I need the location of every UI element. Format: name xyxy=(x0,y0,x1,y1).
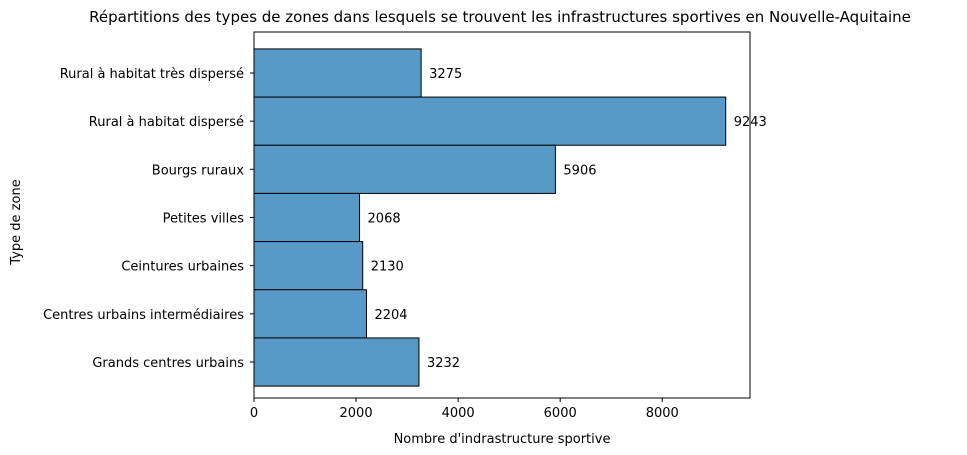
data-label-4: 2130 xyxy=(371,260,404,275)
y-tick-label-2: Bourgs ruraux xyxy=(152,163,245,178)
data-label-5: 2204 xyxy=(374,308,407,323)
bar-4 xyxy=(253,241,364,291)
y-tick-label-4: Ceintures urbaines xyxy=(121,260,244,275)
x-axis-ticks: 0 2000 4000 6000 8000 xyxy=(250,398,679,421)
y-tick-label-0: Rural à habitat très dispersé xyxy=(60,67,244,82)
bar-2 xyxy=(253,144,556,194)
y-axis-ticks: Rural à habitat très dispersé Rural à hab… xyxy=(43,67,254,371)
data-label-3: 2068 xyxy=(368,212,401,227)
bar-6 xyxy=(253,337,420,387)
x-tick-label-0: 0 xyxy=(250,406,258,421)
bar-1 xyxy=(253,96,727,146)
bars-group xyxy=(253,48,727,387)
data-label-0: 3275 xyxy=(429,67,462,82)
x-tick-label-2: 4000 xyxy=(442,406,475,421)
plot-area-frame xyxy=(253,31,751,399)
y-tick-label-6: Grands centres urbains xyxy=(92,356,244,371)
x-axis-label: Nombre d'indrastructure sportive xyxy=(394,432,611,447)
bar-3 xyxy=(253,192,361,243)
data-label-2: 5906 xyxy=(563,163,596,178)
bar-5 xyxy=(253,289,367,339)
data-label-6: 3232 xyxy=(427,356,460,371)
chart-title: Répartitions des types de zones dans les… xyxy=(89,8,911,26)
y-tick-label-3: Petites villes xyxy=(163,212,245,227)
y-tick-label-5: Centres urbains intermédiaires xyxy=(43,308,244,323)
x-tick-label-3: 6000 xyxy=(544,406,577,421)
x-tick-label-4: 8000 xyxy=(646,406,679,421)
bar-0 xyxy=(253,48,422,98)
y-axis-label: Type de zone xyxy=(9,179,24,265)
y-tick-label-1: Rural à habitat dispersé xyxy=(89,115,244,130)
x-tick-label-1: 2000 xyxy=(340,406,373,421)
